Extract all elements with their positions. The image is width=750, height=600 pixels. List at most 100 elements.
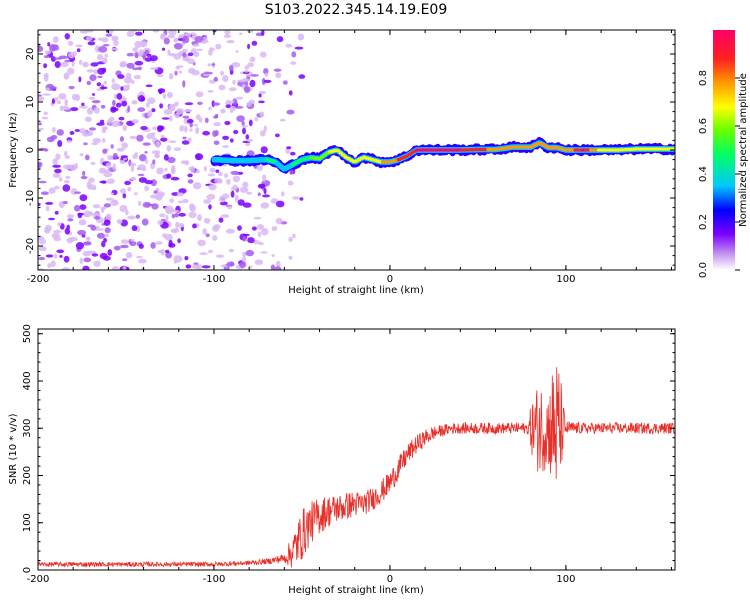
noise-speckle <box>155 141 161 149</box>
noise-speckle <box>156 125 163 133</box>
noise-speckle <box>197 101 203 106</box>
noise-speckle <box>214 130 219 137</box>
x-tick-label: -200 <box>27 274 50 285</box>
noise-speckle <box>105 197 115 201</box>
noise-speckle <box>289 170 294 175</box>
noise-speckle <box>209 167 216 173</box>
noise-speckle <box>38 202 41 207</box>
noise-speckle <box>230 138 234 143</box>
noise-speckle <box>182 115 190 119</box>
noise-speckle <box>137 66 143 71</box>
noise-speckle <box>53 36 59 43</box>
noise-speckle <box>106 178 115 184</box>
x-tick-label: 100 <box>556 574 575 585</box>
noise-speckle <box>43 63 47 69</box>
noise-speckle <box>191 69 200 76</box>
noise-speckle <box>213 76 218 82</box>
noise-speckle <box>99 86 108 90</box>
noise-speckle <box>79 30 88 34</box>
noise-speckle <box>62 184 71 192</box>
noise-speckle <box>195 91 204 98</box>
noise-speckle <box>218 84 226 91</box>
noise-speckle <box>167 156 176 164</box>
noise-speckle <box>222 75 229 82</box>
noise-speckle <box>77 229 87 236</box>
noise-speckle <box>168 140 177 143</box>
noise-speckle <box>191 264 200 269</box>
noise-speckle <box>149 55 158 62</box>
noise-speckle <box>69 130 75 135</box>
noise-speckle <box>99 180 107 184</box>
noise-speckle <box>297 33 305 41</box>
x-tick-label: 0 <box>387 574 393 585</box>
noise-speckle <box>190 165 196 173</box>
noise-speckle <box>58 93 67 100</box>
noise-speckle <box>146 53 152 57</box>
noise-speckle <box>85 36 93 41</box>
noise-speckle <box>177 200 183 204</box>
noise-speckle <box>151 150 161 155</box>
noise-speckle <box>135 31 143 36</box>
noise-speckle <box>290 151 296 156</box>
noise-speckle <box>220 108 226 114</box>
noise-speckle <box>54 168 62 174</box>
noise-speckle <box>171 213 176 219</box>
noise-speckle <box>91 100 101 104</box>
noise-speckle <box>84 130 94 137</box>
noise-speckle <box>43 74 49 82</box>
x-tick-label: 100 <box>556 274 575 285</box>
noise-speckle <box>168 243 176 248</box>
noise-speckle <box>242 251 247 258</box>
noise-speckle <box>196 48 204 51</box>
noise-speckle <box>62 200 68 205</box>
noise-speckle <box>107 155 114 161</box>
noise-speckle <box>286 109 295 115</box>
noise-speckle <box>54 253 58 259</box>
noise-speckle <box>86 107 94 115</box>
noise-speckle <box>106 118 112 126</box>
colorbar-tick-label: 0.8 <box>698 70 709 86</box>
noise-speckle <box>150 179 157 187</box>
noise-speckle <box>247 30 254 33</box>
noise-speckle <box>92 137 102 144</box>
noise-speckle <box>130 164 135 172</box>
y-tick-label: 400 <box>22 371 33 390</box>
noise-speckle <box>159 213 166 218</box>
noise-speckle <box>90 62 99 67</box>
noise-speckle <box>193 182 202 190</box>
noise-speckle <box>168 104 176 112</box>
noise-speckle <box>87 224 96 228</box>
noise-speckle <box>165 214 169 222</box>
noise-speckle <box>193 124 199 127</box>
noise-speckle <box>245 69 249 73</box>
noise-speckle <box>182 198 189 204</box>
noise-speckle <box>64 98 68 107</box>
noise-speckle <box>38 127 44 131</box>
y-tick-label: 10 <box>25 96 36 109</box>
noise-speckle <box>202 73 210 77</box>
noise-speckle <box>133 74 141 80</box>
noise-speckle <box>126 62 135 69</box>
noise-speckle <box>77 212 85 216</box>
noise-speckle <box>232 98 238 106</box>
noise-speckle <box>85 236 91 241</box>
noise-speckle <box>263 79 272 83</box>
noise-speckle <box>165 249 170 254</box>
noise-speckle <box>54 185 60 190</box>
noise-speckle <box>203 217 211 224</box>
noise-speckle <box>124 180 131 186</box>
noise-speckle <box>131 100 138 105</box>
noise-speckle <box>88 96 96 100</box>
noise-speckle <box>137 95 145 102</box>
noise-speckle <box>234 106 244 109</box>
noise-speckle <box>127 215 136 220</box>
noise-speckle <box>146 133 156 140</box>
noise-speckle <box>125 252 133 259</box>
noise-speckle <box>65 175 71 179</box>
snr-frame <box>37 328 676 571</box>
noise-speckle <box>166 145 172 152</box>
noise-speckle <box>241 125 248 128</box>
noise-speckle <box>201 265 211 269</box>
noise-speckle <box>113 40 119 47</box>
